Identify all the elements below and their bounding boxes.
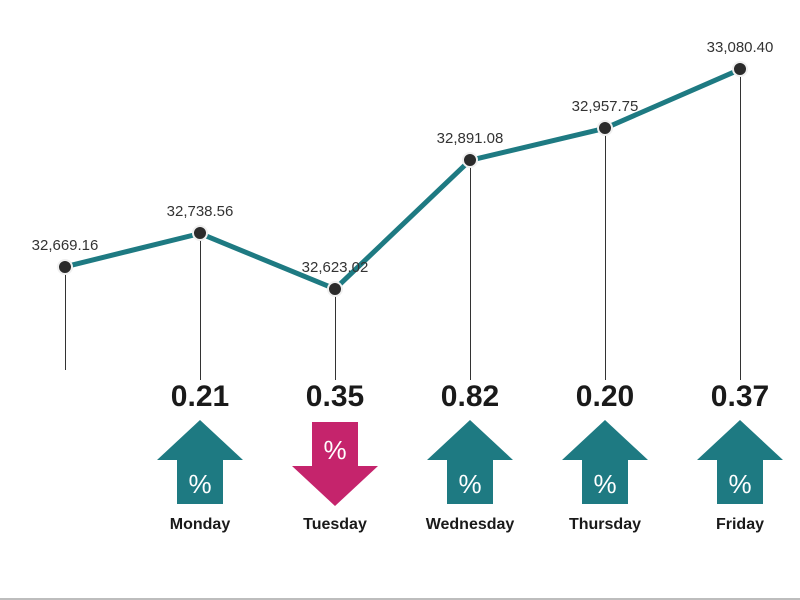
arrow-up-icon: % — [405, 418, 535, 508]
percent-change-label: 0.20 — [540, 380, 670, 414]
arrow-down-icon: % — [270, 418, 400, 508]
weekly-index-chart: 32,669.16 32,738.56 32,623.02 32,891.08 32,9… — [0, 0, 800, 600]
chart-point — [462, 152, 478, 168]
chart-stem — [200, 233, 201, 380]
day-label: Monday — [135, 516, 265, 534]
percent-change-label: 0.37 — [675, 380, 800, 414]
point-value-label: 32,738.56 — [167, 203, 234, 220]
point-value-label: 32,957.75 — [572, 98, 639, 115]
percent-change-label: 0.82 — [405, 380, 535, 414]
day-label: Thursday — [540, 516, 670, 534]
day-block: 0.37% Friday — [675, 380, 800, 534]
point-value-label: 32,623.02 — [302, 259, 369, 276]
chart-stem — [740, 69, 741, 380]
svg-text:%: % — [728, 469, 751, 499]
chart-stem — [335, 289, 336, 380]
chart-point — [597, 120, 613, 136]
day-block: 0.82% Wednesday — [405, 380, 535, 534]
day-block: 0.20% Thursday — [540, 380, 670, 534]
day-label: Friday — [675, 516, 800, 534]
chart-stem — [605, 128, 606, 380]
chart-point — [192, 225, 208, 241]
chart-point — [732, 61, 748, 77]
svg-text:%: % — [458, 469, 481, 499]
percent-change-label: 0.21 — [135, 380, 265, 414]
point-value-label: 33,080.40 — [707, 39, 774, 56]
svg-text:%: % — [323, 435, 346, 465]
chart-point — [327, 281, 343, 297]
day-block: 0.21% Monday — [135, 380, 265, 534]
day-block: 0.35% Tuesday — [270, 380, 400, 534]
chart-stem — [470, 160, 471, 380]
day-label: Tuesday — [270, 516, 400, 534]
arrow-up-icon: % — [540, 418, 670, 508]
arrow-up-icon: % — [135, 418, 265, 508]
svg-text:%: % — [188, 469, 211, 499]
day-label: Wednesday — [405, 516, 535, 534]
point-value-label: 32,891.08 — [437, 130, 504, 147]
svg-text:%: % — [593, 469, 616, 499]
percent-change-label: 0.35 — [270, 380, 400, 414]
chart-stem — [65, 267, 66, 370]
arrow-up-icon: % — [675, 418, 800, 508]
point-value-label: 32,669.16 — [32, 237, 99, 254]
chart-point — [57, 259, 73, 275]
